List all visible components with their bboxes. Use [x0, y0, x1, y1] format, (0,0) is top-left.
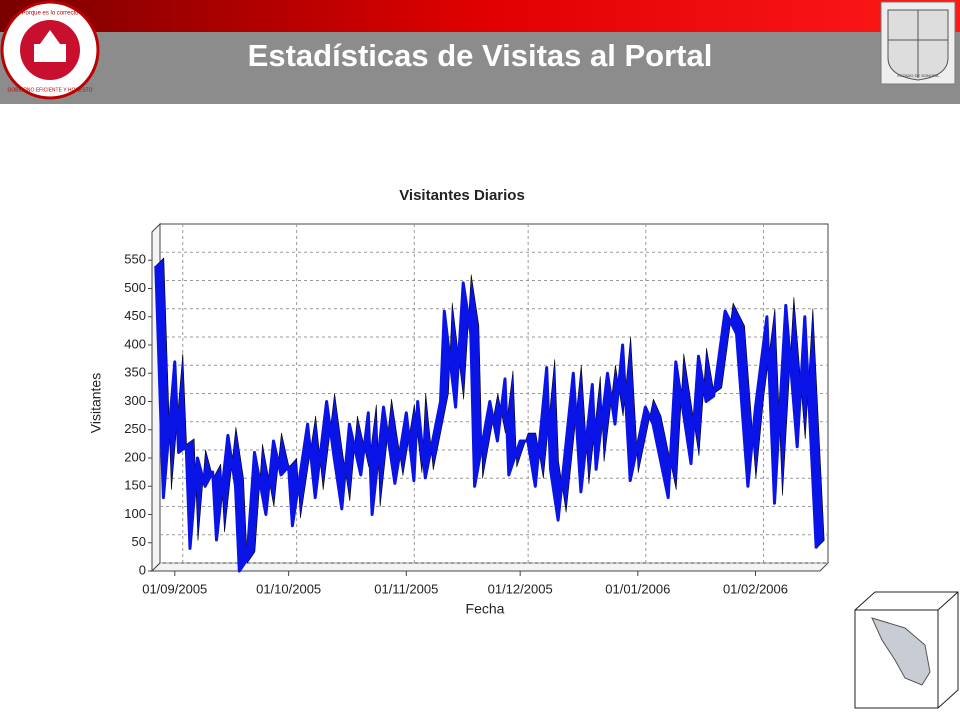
- x-tick-label: 01/10/2005: [256, 581, 321, 596]
- y-tick-label: 50: [132, 534, 146, 549]
- y-tick-label: 250: [124, 421, 146, 436]
- y-tick-label: 400: [124, 336, 146, 351]
- back-wall: [159, 223, 829, 564]
- y-tick-label: 450: [124, 308, 146, 323]
- x-axis-label: Fecha: [466, 601, 505, 617]
- x-tick-label: 01/02/2006: [723, 581, 788, 596]
- corner-icon: [854, 591, 959, 709]
- x-tick-label: 01/12/2005: [488, 581, 553, 596]
- left-logo: Porque es lo correcto GOBIERNO EFICIENTE…: [0, 0, 100, 100]
- y-axis-label: Visitantes: [88, 373, 104, 433]
- logo-motto: Porque es lo correcto: [21, 11, 79, 17]
- y-tick-label: 0: [139, 562, 146, 577]
- y-tick-label: 550: [124, 252, 146, 267]
- right-seal: ESTADO DE SONORA: [880, 1, 956, 85]
- page-title: Estadísticas de Visitas al Portal: [248, 38, 713, 73]
- seal-text: ESTADO DE SONORA: [897, 73, 939, 78]
- logo-slogan: GOBIERNO EFICIENTE Y HONESTO: [7, 87, 92, 93]
- y-tick-label: 150: [124, 478, 146, 493]
- plot: 0 50 100 150 200 250 300 350 400 450 500 550 01/09/2…: [124, 222, 830, 596]
- series-line: [154, 265, 818, 573]
- floor: [150, 562, 830, 572]
- chart-title: Visitantes Diarios: [399, 187, 525, 204]
- header-band: [0, 0, 960, 32]
- y-tick-label: 300: [124, 393, 146, 408]
- header-bar: [0, 32, 960, 104]
- y-tick-label: 200: [124, 449, 146, 464]
- y-tick-label: 500: [124, 280, 146, 295]
- x-tick-label: 01/11/2005: [374, 581, 438, 596]
- y-tick-label: 100: [124, 506, 146, 521]
- x-tick-label: 01/09/2005: [142, 581, 207, 596]
- y-tick-label: 350: [124, 365, 146, 380]
- x-tick-label: 01/01/2006: [605, 581, 670, 596]
